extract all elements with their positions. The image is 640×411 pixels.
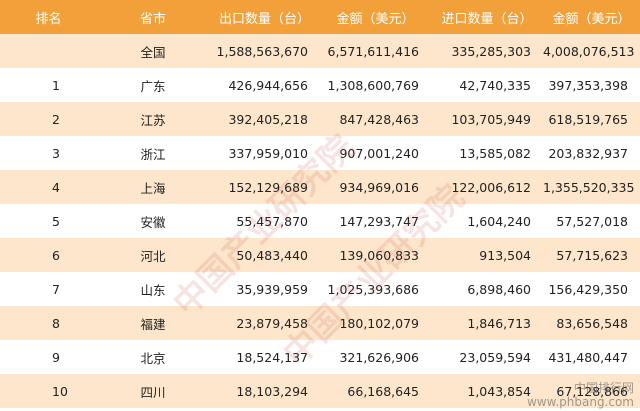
- table-row: 5 安徽 55,457,870 147,293,747 1,604,240 57,527,…: [0, 204, 640, 238]
- cell-import-qty: 42,740,335: [431, 68, 543, 102]
- cell-export-amount: 1,025,393,686: [320, 272, 431, 306]
- cell-export-qty: 392,405,218: [209, 102, 320, 136]
- cell-export-qty: 35,939,959: [209, 272, 320, 306]
- table-row: 全国 1,588,563,670 6,571,611,416 335,285,303 4…: [0, 34, 640, 68]
- header-import-amount: 金额（美元）: [543, 0, 640, 34]
- cell-export-qty: 337,959,010: [209, 136, 320, 170]
- cell-import-amount: 57,715,623: [543, 238, 640, 272]
- cell-rank: 5: [0, 204, 97, 238]
- cell-import-amount: 203,832,937: [543, 136, 640, 170]
- table-row: 8 福建 23,879,458 180,102,079 1,846,713 83,656,…: [0, 306, 640, 340]
- cell-rank: 2: [0, 102, 97, 136]
- cell-export-amount: 66,168,645: [320, 374, 431, 408]
- cell-rank: [0, 34, 97, 68]
- cell-import-qty: 6,898,460: [431, 272, 543, 306]
- table-row: 3 浙江 337,959,010 907,001,240 13,585,082 203,8…: [0, 136, 640, 170]
- cell-import-qty: 1,846,713: [431, 306, 543, 340]
- header-export-qty: 出口数量（台）: [209, 0, 320, 34]
- table-row: 6 河北 50,483,440 139,060,833 913,504 57,715,62…: [0, 238, 640, 272]
- cell-import-amount: 397,353,398: [543, 68, 640, 102]
- cell-export-amount: 6,571,611,416: [320, 34, 431, 68]
- cell-rank: 8: [0, 306, 97, 340]
- table-header-row: 排名 省市 出口数量（台） 金额（美元） 进口数量（台） 金额（美元）: [0, 0, 640, 34]
- cell-import-amount: 4,008,076,513: [543, 34, 640, 68]
- cell-export-amount: 847,428,463: [320, 102, 431, 136]
- cell-province: 福建: [97, 306, 209, 340]
- cell-rank: 4: [0, 170, 97, 204]
- cell-import-qty: 122,006,612: [431, 170, 543, 204]
- cell-rank: 6: [0, 238, 97, 272]
- table-row: 10 四川 18,103,294 66,168,645 1,043,854 67,128,…: [0, 374, 640, 408]
- cell-export-amount: 321,626,906: [320, 340, 431, 374]
- header-province: 省市: [97, 0, 209, 34]
- table-row: 7 山东 35,939,959 1,025,393,686 6,898,460 156,4…: [0, 272, 640, 306]
- cell-export-amount: 180,102,079: [320, 306, 431, 340]
- cell-province: 河北: [97, 238, 209, 272]
- cell-import-qty: 1,604,240: [431, 204, 543, 238]
- cell-province: 浙江: [97, 136, 209, 170]
- cell-import-amount: 67,128,866: [543, 374, 640, 408]
- cell-export-qty: 18,524,137: [209, 340, 320, 374]
- table-body: 全国 1,588,563,670 6,571,611,416 335,285,303 4…: [0, 34, 640, 408]
- cell-province: 四川: [97, 374, 209, 408]
- table-row: 1 广东 426,944,656 1,308,600,769 42,740,335 397…: [0, 68, 640, 102]
- header-import-qty: 进口数量（台）: [431, 0, 543, 34]
- header-export-amount: 金额（美元）: [320, 0, 431, 34]
- cell-import-qty: 23,059,594: [431, 340, 543, 374]
- table-row: 9 北京 18,524,137 321,626,906 23,059,594 431,48…: [0, 340, 640, 374]
- cell-export-qty: 426,944,656: [209, 68, 320, 102]
- cell-import-amount: 431,480,447: [543, 340, 640, 374]
- cell-rank: 10: [0, 374, 97, 408]
- cell-import-qty: 13,585,082: [431, 136, 543, 170]
- cell-province: 安徽: [97, 204, 209, 238]
- cell-province: 上海: [97, 170, 209, 204]
- header-rank: 排名: [0, 0, 97, 34]
- cell-province: 全国: [97, 34, 209, 68]
- cell-rank: 7: [0, 272, 97, 306]
- cell-export-qty: 18,103,294: [209, 374, 320, 408]
- cell-import-amount: 83,656,548: [543, 306, 640, 340]
- cell-rank: 1: [0, 68, 97, 102]
- cell-rank: 3: [0, 136, 97, 170]
- cell-export-qty: 50,483,440: [209, 238, 320, 272]
- cell-import-amount: 156,429,350: [543, 272, 640, 306]
- cell-import-qty: 103,705,949: [431, 102, 543, 136]
- cell-province: 江苏: [97, 102, 209, 136]
- cell-export-amount: 147,293,747: [320, 204, 431, 238]
- cell-import-qty: 335,285,303: [431, 34, 543, 68]
- cell-export-qty: 1,588,563,670: [209, 34, 320, 68]
- table-row: 2 江苏 392,405,218 847,428,463 103,705,949 618,…: [0, 102, 640, 136]
- cell-export-qty: 152,129,689: [209, 170, 320, 204]
- cell-import-amount: 57,527,018: [543, 204, 640, 238]
- cell-export-amount: 139,060,833: [320, 238, 431, 272]
- cell-export-amount: 1,308,600,769: [320, 68, 431, 102]
- cell-export-amount: 907,001,240: [320, 136, 431, 170]
- cell-export-qty: 23,879,458: [209, 306, 320, 340]
- cell-province: 广东: [97, 68, 209, 102]
- cell-import-amount: 1,355,520,335: [543, 170, 640, 204]
- cell-export-amount: 934,969,016: [320, 170, 431, 204]
- cell-export-qty: 55,457,870: [209, 204, 320, 238]
- cell-import-qty: 913,504: [431, 238, 543, 272]
- table-row: 4 上海 152,129,689 934,969,016 122,006,612 1,35…: [0, 170, 640, 204]
- cell-province: 北京: [97, 340, 209, 374]
- cell-import-amount: 618,519,765: [543, 102, 640, 136]
- cell-province: 山东: [97, 272, 209, 306]
- cell-import-qty: 1,043,854: [431, 374, 543, 408]
- cell-rank: 9: [0, 340, 97, 374]
